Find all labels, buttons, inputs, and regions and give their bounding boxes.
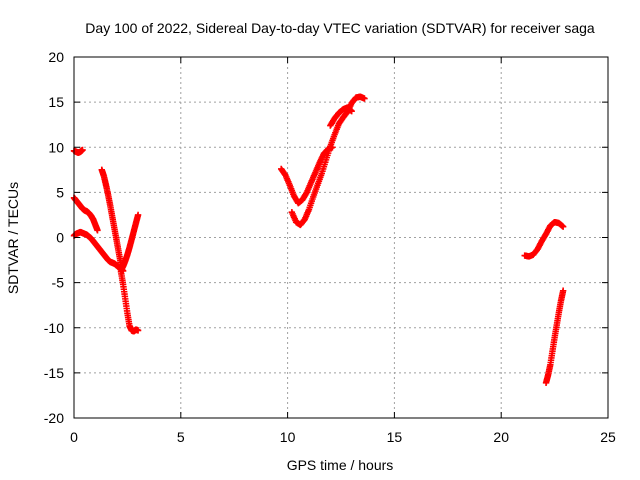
y-tick-label: -10 xyxy=(44,320,64,336)
y-tick-label: 10 xyxy=(48,139,64,155)
y-tick-label: -15 xyxy=(44,365,64,381)
chart-title: Day 100 of 2022, Sidereal Day-to-day VTE… xyxy=(85,20,595,36)
x-tick-label: 20 xyxy=(493,429,509,445)
data-point xyxy=(79,146,86,154)
x-tick-label: 10 xyxy=(280,429,296,445)
data-point xyxy=(361,95,368,102)
axis-tick-labels: 0 5 10 15 20 25 -20 -15 -10 -5 0 5 10 15 20 xyxy=(44,49,616,445)
y-tick-label: 20 xyxy=(48,49,64,65)
data-point xyxy=(559,223,567,230)
data-point xyxy=(134,211,142,219)
y-tick-label: -5 xyxy=(52,275,65,291)
x-tick-label: 0 xyxy=(70,429,78,445)
data-series xyxy=(288,93,368,229)
data-series xyxy=(327,104,355,129)
data-point xyxy=(134,327,142,334)
axis-ticks xyxy=(73,56,609,419)
data-series xyxy=(117,211,142,274)
data-series xyxy=(117,268,142,335)
y-tick-label: 0 xyxy=(56,230,64,246)
grid-lines xyxy=(74,57,608,418)
data-point xyxy=(348,107,355,115)
x-tick-label: 5 xyxy=(177,429,185,445)
data-series xyxy=(70,146,86,156)
y-tick-label: 5 xyxy=(56,184,64,200)
data-series xyxy=(521,218,567,260)
y-tick-label: 15 xyxy=(48,94,64,110)
data-point xyxy=(94,227,101,234)
y-tick-label: -20 xyxy=(44,410,64,426)
x-tick-label: 25 xyxy=(600,429,616,445)
data-points xyxy=(70,93,567,387)
x-axis-title: GPS time / hours xyxy=(287,457,394,473)
y-axis-title: SDTVAR / TECUs xyxy=(5,182,21,294)
data-series xyxy=(98,166,125,268)
data-series xyxy=(542,287,567,387)
data-point xyxy=(559,287,567,294)
x-tick-label: 15 xyxy=(387,429,403,445)
data-series xyxy=(70,194,101,234)
